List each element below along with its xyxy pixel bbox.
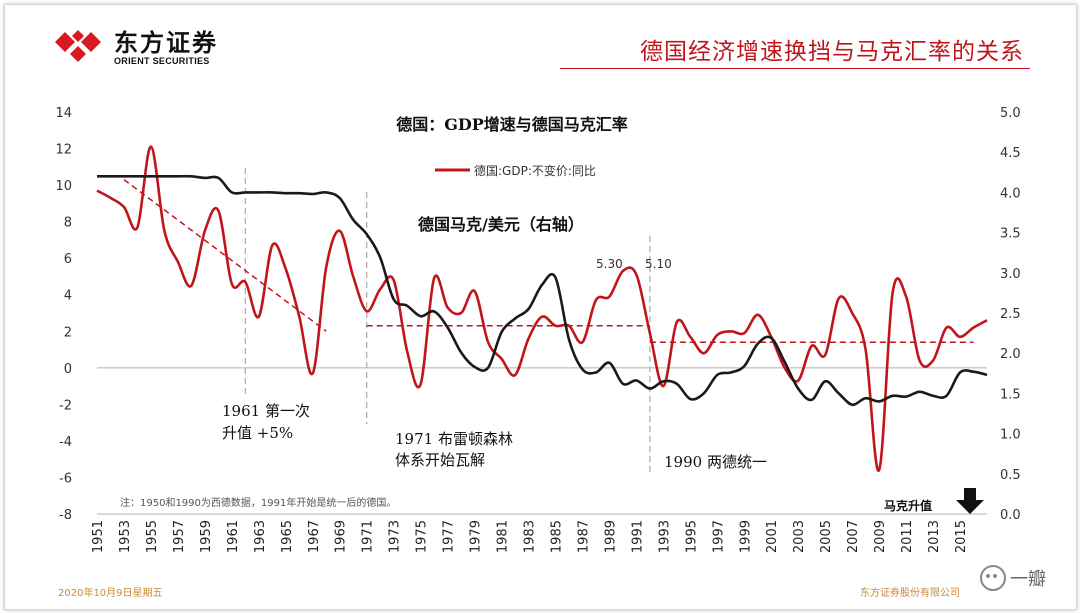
peak-label-2: 5.10 xyxy=(645,257,672,271)
x-tick-label: 1999 xyxy=(738,520,753,553)
annotation-1971-line2: 体系开始瓦解 xyxy=(395,451,485,469)
x-tick-label: 1977 xyxy=(442,520,457,553)
x-tick-label: 1961 xyxy=(226,520,241,553)
x-tick-label: 1951 xyxy=(91,520,106,553)
watermark-text: 一瓣 xyxy=(1010,569,1046,590)
x-tick-label: 2011 xyxy=(900,520,915,553)
y-right-tick-label: 3.0 xyxy=(1000,267,1021,282)
y-left-tick-label: -6 xyxy=(59,471,72,486)
x-tick-label: 1979 xyxy=(469,520,484,553)
y-right-tick-label: 4.5 xyxy=(1000,146,1021,161)
x-tick-label: 1963 xyxy=(253,520,268,553)
x-tick-label: 1965 xyxy=(280,520,295,553)
footer-date: 2020年10月9日星期五 xyxy=(58,588,163,599)
x-tick-label: 2005 xyxy=(819,520,834,553)
x-tick-label: 1957 xyxy=(172,520,187,553)
legend-label: 德国:GDP:不变价:同比 xyxy=(474,163,596,178)
company-logo: 东方证券 ORIENT SECURITIES xyxy=(52,28,218,68)
x-tick-label: 1967 xyxy=(307,520,322,553)
x-tick-label: 1985 xyxy=(549,520,564,553)
down-arrow-icon xyxy=(956,488,984,514)
fx-series-label: 德国马克/美元（右轴） xyxy=(418,215,584,234)
x-tick-label: 2007 xyxy=(846,520,861,553)
y-left-tick-label: 4 xyxy=(64,289,72,304)
chart-title: 德国：GDP增速与德国马克汇率 xyxy=(396,115,628,134)
y-right-tick-label: 0.0 xyxy=(1000,508,1021,523)
x-tick-label: 1993 xyxy=(657,520,672,553)
wechat-icon xyxy=(980,565,1006,591)
y-left-tick-label: 8 xyxy=(64,216,72,231)
footer-company: 东方证券股份有限公司 xyxy=(860,588,960,599)
y-right-tick-label: 5.0 xyxy=(1000,106,1021,121)
y-left-tick-label: 14 xyxy=(55,106,72,121)
annotation-1961-line2: 升值 +5% xyxy=(222,424,293,442)
x-tick-label: 1959 xyxy=(199,520,214,553)
x-tick-label: 1971 xyxy=(361,520,376,553)
mark-appreciation-label: 马克升值 xyxy=(884,498,932,513)
trend-line xyxy=(123,179,327,332)
y-right-tick-label: 3.5 xyxy=(1000,227,1021,242)
y-left-tick-label: 6 xyxy=(64,252,72,267)
x-tick-label: 1991 xyxy=(630,520,645,553)
fx-series-line xyxy=(97,174,988,407)
y-right-tick-label: 1.0 xyxy=(1000,428,1021,443)
y-left-tick-label: 2 xyxy=(64,325,72,340)
y-left-tick-label: -2 xyxy=(59,398,72,413)
x-tick-label: 2001 xyxy=(765,520,780,553)
peak-label-1: 5.30 xyxy=(596,257,623,271)
y-left-tick-label: 0 xyxy=(64,362,72,377)
x-tick-label: 1983 xyxy=(523,520,538,553)
y-left-tick-label: 10 xyxy=(55,179,72,194)
y-left-tick-label: -4 xyxy=(59,435,72,450)
y-right-tick-label: 0.5 xyxy=(1000,468,1021,483)
slide-frame xyxy=(4,4,1077,610)
x-tick-label: 1953 xyxy=(118,520,133,553)
annotation-1971-line1: 1971 布雷顿森林 xyxy=(395,430,513,448)
y-right-tick-label: 1.5 xyxy=(1000,387,1021,402)
y-left-tick-label: 12 xyxy=(55,143,72,158)
x-tick-label: 2009 xyxy=(873,520,888,553)
x-tick-label: 1987 xyxy=(576,520,591,553)
logo-cn: 东方证券 xyxy=(114,29,218,57)
title-rule xyxy=(560,68,1030,69)
x-tick-label: 1969 xyxy=(334,520,349,553)
y-right-tick-label: 2.5 xyxy=(1000,307,1021,322)
annotation-1990: 1990 两德统一 xyxy=(664,453,767,471)
orient-logo-icon xyxy=(52,28,104,68)
x-tick-label: 1995 xyxy=(684,520,699,553)
page-title: 德国经济增速换挡与马克汇率的关系 xyxy=(640,39,1024,65)
x-tick-label: 2015 xyxy=(954,520,969,553)
annotation-1961-line1: 1961 第一次 xyxy=(222,402,310,420)
x-tick-label: 2003 xyxy=(792,520,807,553)
x-tick-label: 1975 xyxy=(415,520,430,553)
x-tick-label: 1973 xyxy=(388,520,403,553)
y-right-tick-label: 2.0 xyxy=(1000,347,1021,362)
x-tick-label: 1955 xyxy=(145,520,160,553)
x-tick-label: 2013 xyxy=(927,520,942,553)
y-left-tick-label: -8 xyxy=(59,508,72,523)
logo-en: ORIENT SECURITIES xyxy=(114,56,210,66)
x-tick-label: 1997 xyxy=(711,520,726,553)
y-right-tick-label: 4.0 xyxy=(1000,186,1021,201)
x-tick-label: 1981 xyxy=(496,520,511,553)
gdp-series-line xyxy=(96,145,988,472)
x-tick-label: 1989 xyxy=(603,520,618,553)
watermark: 一瓣 xyxy=(980,565,1046,591)
chart-note: 注：1950和1990为西德数据，1991年开始是统一后的德国。 xyxy=(120,496,396,509)
